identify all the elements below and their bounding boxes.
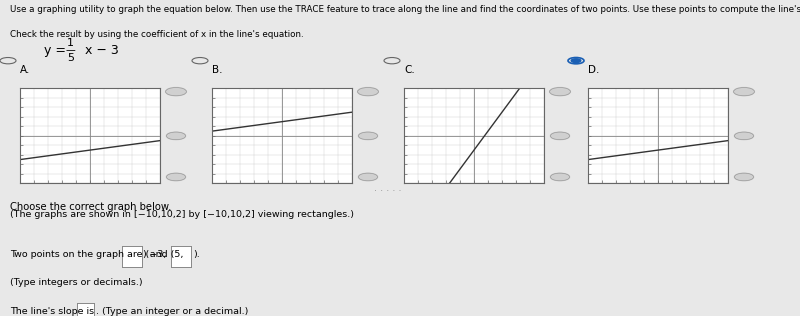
- Text: ) and (5,: ) and (5,: [143, 250, 183, 258]
- Text: A.: A.: [20, 65, 30, 75]
- Text: 1: 1: [67, 38, 74, 48]
- Text: . (Type an integer or a decimal.): . (Type an integer or a decimal.): [96, 307, 248, 315]
- Text: . . . . .: . . . . .: [374, 183, 402, 193]
- Text: —: —: [66, 46, 75, 56]
- Text: Use a graphing utility to graph the equation below. Then use the TRACE feature t: Use a graphing utility to graph the equa…: [10, 5, 800, 14]
- Text: D.: D.: [588, 65, 599, 75]
- Text: (The graphs are shown in [−10,10,2] by [−10,10,2] viewing rectangles.): (The graphs are shown in [−10,10,2] by […: [10, 210, 354, 219]
- Text: C.: C.: [404, 65, 414, 75]
- Text: B.: B.: [212, 65, 222, 75]
- Text: The line's slope is: The line's slope is: [10, 307, 94, 315]
- Text: Check the result by using the coefficient of x in the line's equation.: Check the result by using the coefficien…: [10, 30, 303, 39]
- Text: y =: y =: [44, 44, 66, 57]
- Text: (Type integers or decimals.): (Type integers or decimals.): [10, 278, 142, 287]
- Text: Choose the correct graph below.: Choose the correct graph below.: [10, 202, 171, 212]
- Text: x − 3: x − 3: [85, 44, 118, 57]
- Text: ).: ).: [193, 250, 199, 258]
- Text: Two points on the graph are (−3,: Two points on the graph are (−3,: [10, 250, 166, 258]
- Text: 5: 5: [67, 53, 74, 64]
